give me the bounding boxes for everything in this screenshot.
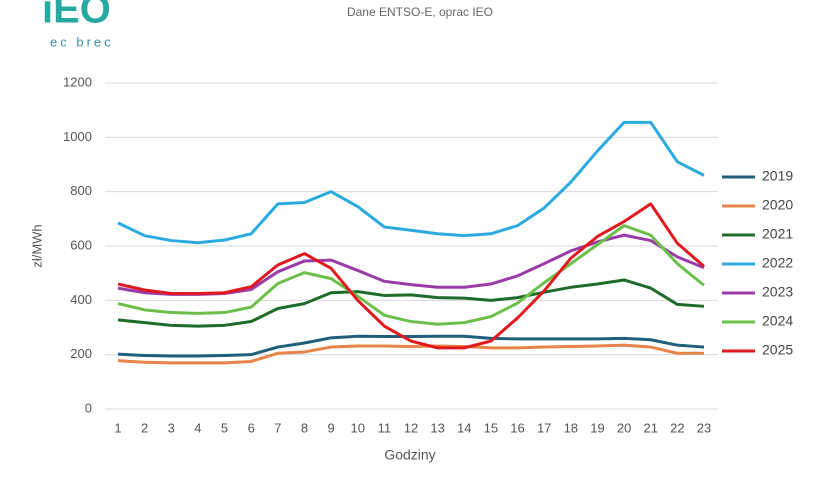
y-tick-label: 800 — [70, 183, 92, 198]
y-tick-label: 400 — [70, 292, 92, 307]
x-tick-label: 15 — [484, 420, 498, 435]
legend-label: 2023 — [762, 284, 793, 300]
x-tick-label: 5 — [221, 420, 228, 435]
x-tick-label: 16 — [510, 420, 524, 435]
chart-subtitle: Dane ENTSO-E, oprac IEO — [347, 5, 493, 19]
x-tick-label: 23 — [697, 420, 711, 435]
y-tick-label: 1200 — [63, 74, 92, 89]
x-tick-label: 13 — [430, 420, 444, 435]
series-line — [117, 343, 704, 365]
x-tick-label: 19 — [590, 420, 604, 435]
logo-mark: iEO — [42, 0, 111, 32]
legend-label: 2024 — [762, 313, 793, 329]
legend-label: 2021 — [762, 226, 793, 242]
y-tick-label: 0 — [85, 400, 92, 415]
x-tick-label: 12 — [404, 420, 418, 435]
series-line — [117, 233, 705, 296]
x-tick-label: 21 — [643, 420, 657, 435]
y-tick-label: 1000 — [63, 129, 92, 144]
x-tick-label: 8 — [301, 420, 308, 435]
x-tick-label: 7 — [274, 420, 281, 435]
y-tick-label: 200 — [70, 346, 92, 361]
x-tick-label: 3 — [168, 420, 175, 435]
series-line — [117, 334, 705, 358]
logo-tagline: ec brec — [50, 34, 114, 49]
x-tick-label: 22 — [670, 420, 684, 435]
legend-label: 2020 — [762, 197, 793, 213]
x-tick-label: 1 — [114, 420, 121, 435]
x-tick-label: 11 — [378, 420, 392, 435]
legend-label: 2019 — [762, 168, 793, 184]
x-axis-label: Godziny — [384, 447, 435, 463]
y-tick-label: 600 — [70, 237, 92, 252]
x-tick-label: 10 — [350, 420, 364, 435]
x-tick-label: 14 — [457, 420, 471, 435]
x-tick-label: 9 — [327, 420, 334, 435]
y-axis-label: zł/MWh — [29, 224, 44, 267]
x-tick-label: 6 — [248, 420, 255, 435]
legend-label: 2022 — [762, 255, 793, 271]
x-tick-label: 18 — [564, 420, 578, 435]
x-tick-label: 4 — [194, 420, 201, 435]
x-tick-label: 17 — [537, 420, 551, 435]
x-tick-label: 20 — [617, 420, 631, 435]
x-tick-label: 2 — [141, 420, 148, 435]
series-line — [117, 202, 705, 350]
series-line — [117, 278, 705, 328]
legend-label: 2025 — [762, 342, 793, 358]
series-line — [117, 120, 705, 245]
series-line — [117, 224, 705, 326]
